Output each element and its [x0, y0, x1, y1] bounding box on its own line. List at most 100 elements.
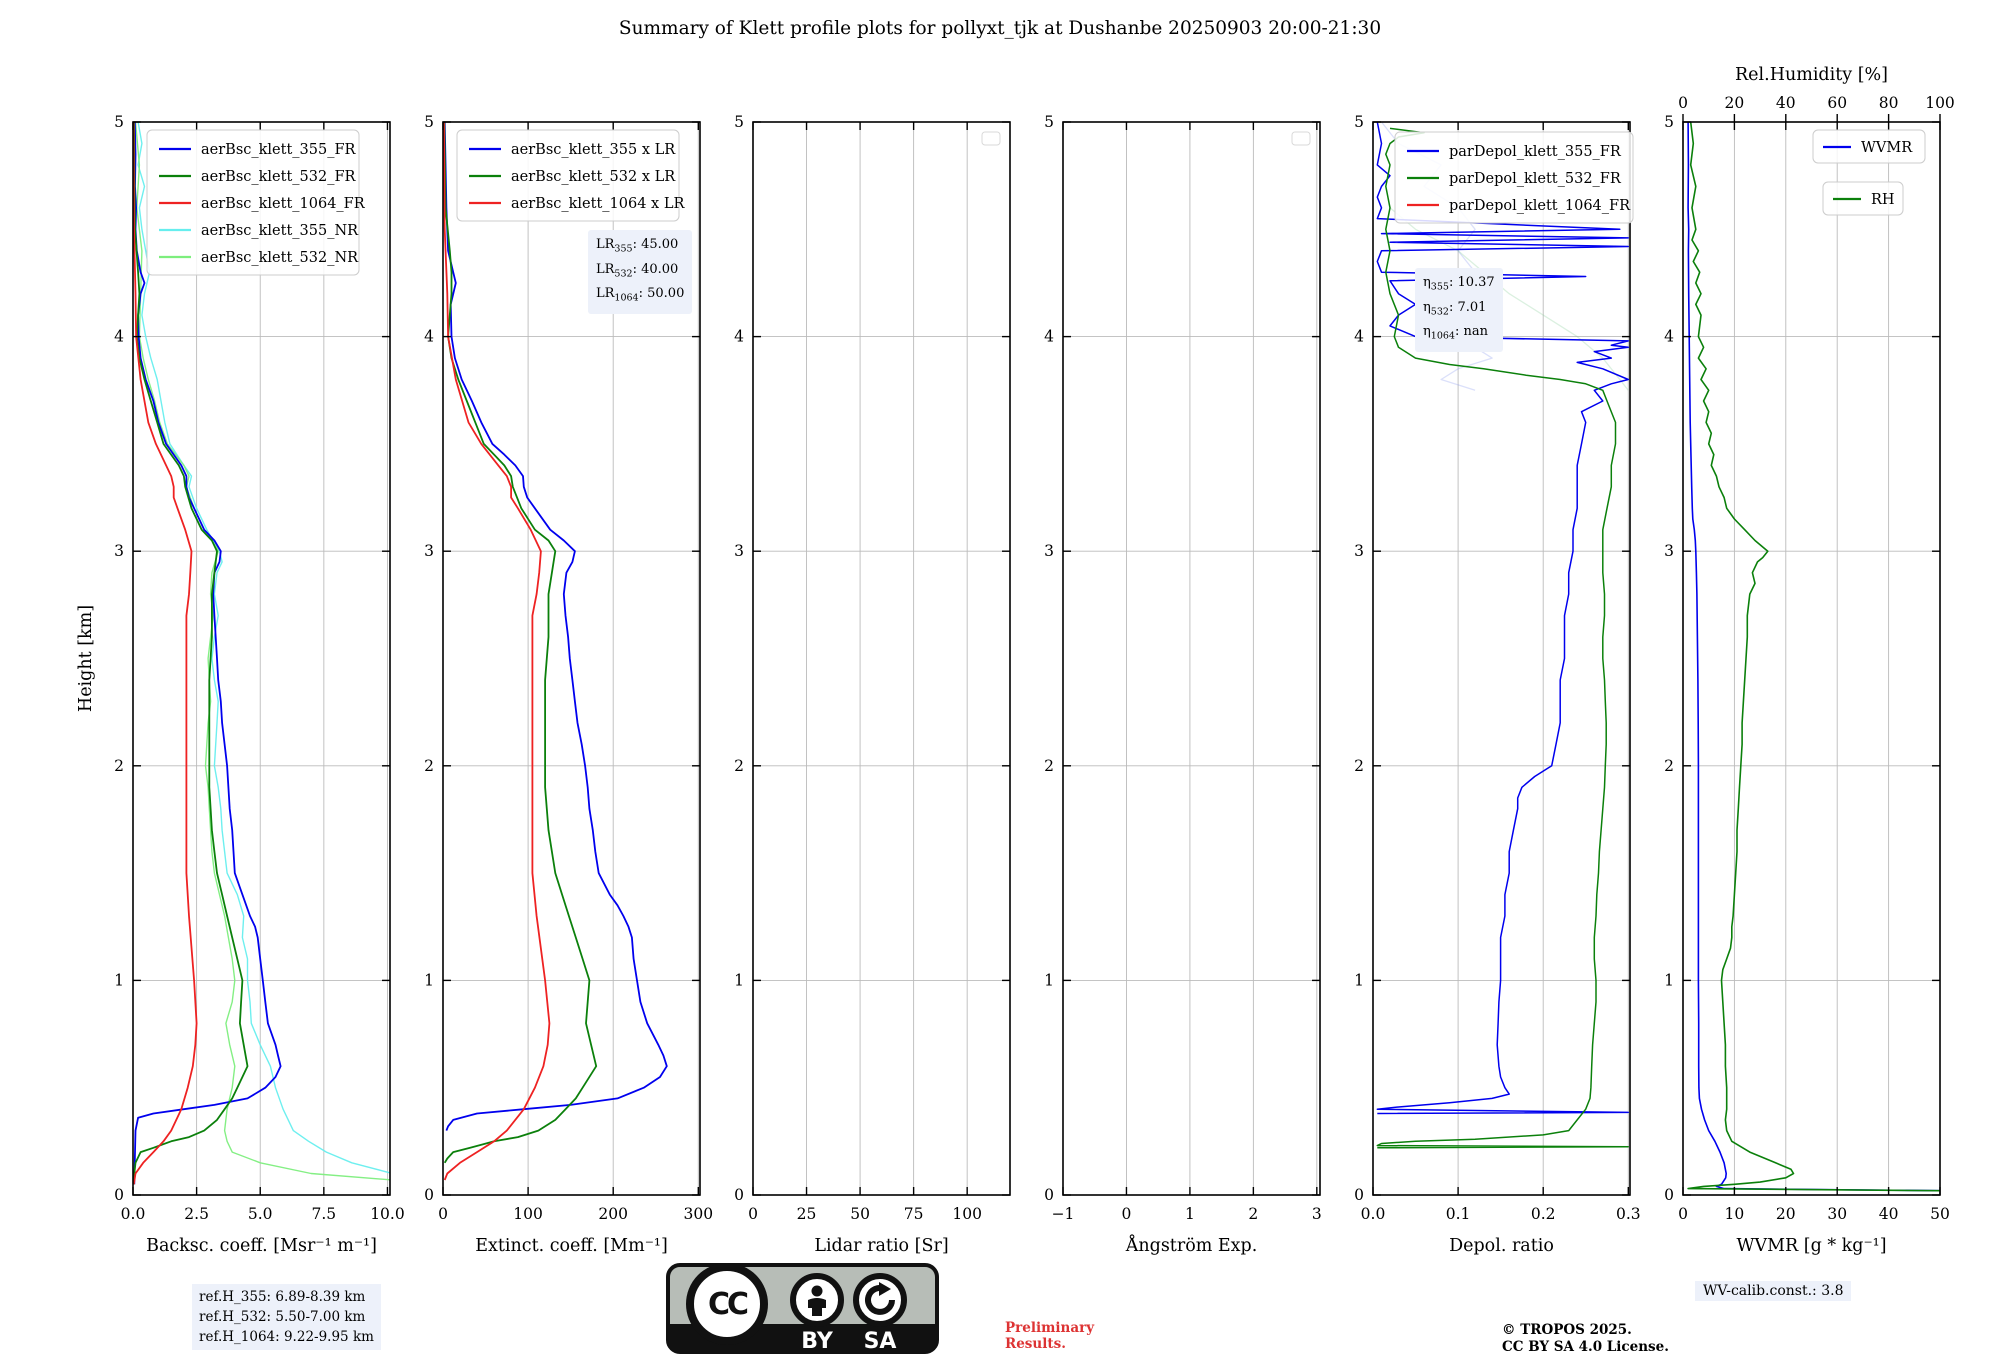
x-tick-label: 40: [1879, 1205, 1899, 1223]
legend-box-empty: [1291, 131, 1311, 146]
y-tick-label: 2: [424, 757, 434, 775]
y-tick-label: 5: [1044, 113, 1054, 131]
y-tick-label: 2: [734, 757, 744, 775]
annotation-depol: η355: 10.37 η532: 7.01 η1064: nan: [1415, 268, 1503, 352]
wv-calibration-constant: WV-calib.const.: 3.8: [1695, 1281, 1852, 1301]
annotation-line: η1064: nan: [1423, 324, 1488, 342]
legend-label: aerBsc_klett_532_NR: [201, 250, 359, 266]
legend-label: aerBsc_klett_1064 x LR: [511, 196, 685, 212]
y-tick-label: 0: [424, 1186, 434, 1204]
plot-frame: [442, 121, 701, 1196]
panel-wvmr: 0 10 20 30 40 50 0 1 2 3 4 5 WVMR [g * kg⁻¹] 0 20 40 60 8…: [1664, 65, 1955, 1256]
y-tick-label: 2: [1044, 757, 1054, 775]
x-tick-label: 1: [1185, 1205, 1195, 1223]
cc-by-sa-badge: CC BY SA: [666, 1263, 939, 1354]
legend-box: [456, 129, 680, 222]
top-tick-label: 80: [1879, 94, 1899, 112]
top-axis-label: Rel.Humidity [%]: [1735, 65, 1888, 85]
x-tick-label: 10.0: [370, 1205, 405, 1223]
x-tick-label: 100: [952, 1205, 982, 1223]
x-axis-label: Backsc. coeff. [Msr⁻¹ m⁻¹]: [146, 1236, 377, 1256]
tropos-copyright: © TROPOS 2025. CC BY SA 4.0 License.: [1502, 1322, 1669, 1355]
x-tick-label: 20: [1776, 1205, 1796, 1223]
series-aerBsc_klett_532_NR: [134, 122, 390, 1181]
panel-lidar_ratio: 0 25 50 75 100 0 1 2 3 4 5 Lidar ratio [Sr]: [734, 113, 1011, 1256]
x-tick-label: 5.0: [248, 1205, 273, 1223]
legend-box-WVMR: [1812, 129, 1926, 164]
y-tick-label: 5: [424, 113, 434, 131]
x-tick-label: 3: [1312, 1205, 1322, 1223]
x-tick-label: 0: [1122, 1205, 1132, 1223]
plot-frame: [752, 121, 1011, 1196]
y-tick-label: 1: [734, 971, 744, 989]
preliminary-results-note: Preliminary Results.: [1005, 1320, 1095, 1352]
top-tick-label: 60: [1827, 94, 1847, 112]
x-axis-label: Depol. ratio: [1449, 1236, 1554, 1256]
y-tick-label: 3: [114, 542, 124, 560]
y-tick-label: 3: [424, 542, 434, 560]
x-tick-label: −1: [1052, 1205, 1075, 1223]
y-tick-label: 0: [1664, 1186, 1674, 1204]
annotation-line: LR532: 40.00: [596, 261, 679, 280]
legend-label: aerBsc_klett_532_FR: [201, 169, 357, 185]
x-tick-label: 0.3: [1616, 1205, 1641, 1223]
legend-label: aerBsc_klett_532 x LR: [511, 169, 676, 185]
y-tick-label: 1: [1664, 971, 1674, 989]
x-axis-label: Lidar ratio [Sr]: [814, 1236, 948, 1256]
legend-label: aerBsc_klett_355_NR: [201, 223, 359, 239]
x-tick-label: 75: [904, 1205, 924, 1223]
y-axis-label: Height [km]: [76, 605, 96, 712]
x-axis-label: Ångström Exp.: [1125, 1235, 1258, 1256]
series-volDepol_532_faint: [1389, 207, 1629, 391]
panel-extinction: 0 100 200 300 0 1 2 3 4 5 Extinct. coeff. [Mm⁻¹] ae…: [424, 113, 714, 1256]
x-tick-label: 2.5: [184, 1205, 209, 1223]
y-tick-label: 3: [1354, 542, 1364, 560]
plot-frame: [1682, 121, 1941, 1196]
y-tick-label: 2: [1664, 757, 1674, 775]
legend-label: WVMR: [1861, 140, 1913, 156]
y-tick-label: 4: [424, 328, 434, 346]
y-tick-label: 4: [1044, 328, 1054, 346]
y-tick-label: 0: [734, 1186, 744, 1204]
series-aerBsc_klett_1064_FR: [133, 122, 198, 1185]
figure-title: Summary of Klett profile plots for polly…: [618, 18, 1382, 39]
y-tick-label: 0: [1354, 1186, 1364, 1204]
legend-label: parDepol_klett_355_FR: [1449, 144, 1622, 160]
series-aerBsc_klett_355_FR: [133, 122, 282, 1185]
y-tick-label: 2: [1354, 757, 1364, 775]
y-tick-label: 0: [1044, 1186, 1054, 1204]
x-tick-label: 0: [1678, 1205, 1688, 1223]
badge-by-label: BY: [801, 1329, 834, 1354]
badge-sa-label: SA: [864, 1329, 897, 1354]
cc-icon: [686, 1263, 768, 1345]
annotation-line: LR1064: 50.00: [596, 286, 685, 304]
plot-frame: [132, 121, 391, 1196]
y-tick-label: 4: [1664, 328, 1674, 346]
legend-label: parDepol_klett_1064_FR: [1449, 198, 1631, 214]
top-tick-label: 40: [1776, 94, 1796, 112]
x-tick-label: 25: [797, 1205, 817, 1223]
legend-box-empty: [981, 131, 1001, 146]
x-tick-label: 0.0: [1361, 1205, 1386, 1223]
x-tick-label: 0.1: [1446, 1205, 1471, 1223]
y-tick-label: 5: [1664, 113, 1674, 131]
x-tick-label: 300: [684, 1205, 714, 1223]
refh-1064: ref.H_1064: 9.22-9.95 km: [199, 1329, 374, 1345]
svg-text:CC: CC: [708, 1287, 748, 1322]
x-axis-label: WVMR [g * kg⁻¹]: [1736, 1236, 1886, 1256]
y-tick-label: 1: [1354, 971, 1364, 989]
y-tick-label: 3: [1664, 542, 1674, 560]
legend-label: aerBsc_klett_355_FR: [201, 142, 357, 158]
y-tick-label: 5: [114, 113, 124, 131]
top-tick-label: 100: [1925, 94, 1955, 112]
x-tick-label: 30: [1827, 1205, 1847, 1223]
x-tick-label: 0.2: [1531, 1205, 1556, 1223]
x-tick-label: 0: [748, 1205, 758, 1223]
legend-label: parDepol_klett_532_FR: [1449, 171, 1622, 187]
legend-label: aerBsc_klett_355 x LR: [511, 142, 676, 158]
y-tick-label: 5: [1354, 113, 1364, 131]
panel-depol: 0.0 0.1 0.2 0.3 0 1 2 3 4 5 Depol. ratio parDepol_k…: [1354, 113, 1641, 1256]
y-tick-label: 1: [424, 971, 434, 989]
legend-box: [1394, 131, 1634, 224]
